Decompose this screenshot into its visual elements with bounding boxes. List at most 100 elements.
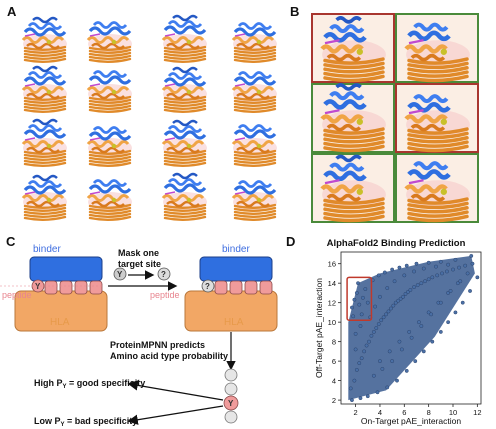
x-tick-label: 12 [473,408,481,417]
scatter-point [453,310,458,315]
y-tick-label: 16 [328,260,336,269]
scatter-point [419,324,424,328]
scatter-point [468,289,472,293]
binder-block-right [199,256,273,282]
peptide-chain-left [44,280,103,295]
scatter-point [426,310,431,315]
scatter-point [391,303,396,308]
protein-structure-icon [404,161,470,223]
scatter-point [367,339,371,344]
scatter-point [448,289,453,293]
mpnn-step-line2: Amino acid type probability [110,351,228,361]
protein-structure-icon [86,126,132,167]
panel-b-structure-grid [311,13,479,223]
plot-frame [340,251,482,405]
hla-label-left: HLA [50,317,70,328]
mask-question-icon [157,267,171,281]
protein-structure-icon [21,174,67,221]
scatter-point [362,349,367,354]
scatter-point [371,329,376,334]
scatter-point [385,286,390,290]
scatter-point [348,386,353,391]
scatter-point [396,298,401,303]
scatter-point [429,312,433,317]
scatter-point [430,275,435,280]
scatter-point [350,398,354,403]
scatter-point [397,265,402,270]
scatter-point [419,281,424,286]
highlight-box [346,276,373,321]
x-tick-label: 4 [378,408,382,417]
scatter-point [376,322,381,327]
scatter-point [409,335,414,340]
scatter-point [393,300,398,305]
y-tick-label: 6 [332,357,336,366]
scatter-point [412,285,416,289]
y-tick-label: 10 [328,318,336,327]
high-specificity-text: High PY = good specificity [34,378,145,390]
scatter-point [359,356,364,361]
scatter-point [401,294,405,299]
scatter-point [381,315,386,320]
scatter-point [387,349,392,354]
scatter-point [412,269,416,274]
scatter-point [389,306,393,311]
scatter-point [378,359,382,364]
panel-c-letter: C [6,234,16,249]
scatter-point [351,314,356,319]
scatter-point [386,309,391,314]
protein-structure-icon [21,65,67,113]
scatter-point [352,378,357,383]
scatter-point [395,378,399,383]
peptide-chain-right [214,280,273,295]
low-arrow [127,405,224,425]
protein-structure-icon [161,14,207,63]
protein-structure-icon [320,154,386,223]
scatter-point [435,273,440,278]
scatter-point [385,385,390,390]
scatter-point [406,290,410,294]
scatter-point [358,324,363,328]
y-axis-label: Off-Target pAE_interaction [314,278,324,378]
scatter-point [460,300,465,305]
scatter-point [446,291,451,295]
scatter-point [407,329,412,334]
protein-structure-icon [161,172,207,221]
protein-structure-icon [320,83,386,153]
scatter-point [458,279,463,284]
y-tick-label: 12 [328,299,336,308]
scatter-point [457,265,461,270]
scatter-point [375,390,380,395]
scatter-point [384,312,388,317]
mask-step-line2: target site [118,259,161,269]
scatter-point [451,267,455,272]
scatter-point [426,277,431,282]
scatter-point [403,291,408,296]
peptide-label-left: peptide [2,290,32,300]
protein-structure-icon [161,119,207,167]
mpnn-step-line1: ProteinMPNN predicts [110,340,205,350]
scatter-point [357,302,362,307]
x-tick-label: 2 [354,408,358,417]
y-tick-label: 8 [332,338,336,347]
mask-y-icon [113,267,127,281]
protein-structure-icon [404,22,470,83]
axis-ticks: 2 4 6 8 10 12 2 4 6 8 10 12 14 16 [328,260,482,417]
scatter-point [470,261,475,266]
panel-d-scatter-chart: AlphaFold2 Binding Prediction 2 4 6 8 10 12 2 4… [314,238,482,426]
scatter-point [353,347,358,352]
x-axis-label: On-Target pAE_interaction [361,416,461,426]
scatter-point [350,305,354,310]
scatter-point [390,267,395,272]
chart-title: AlphaFold2 Binding Prediction [327,238,466,249]
binder-label-left: binder [33,244,61,255]
scatter-point [390,359,395,364]
scatter-point [399,347,404,352]
scatter-points [348,253,480,403]
scatter-point [440,271,444,276]
scatter-point [382,270,387,275]
scatter-point [408,288,413,292]
scatter-point [414,261,419,266]
y-tick-label: 2 [332,396,336,405]
probability-residue-column [223,368,239,424]
